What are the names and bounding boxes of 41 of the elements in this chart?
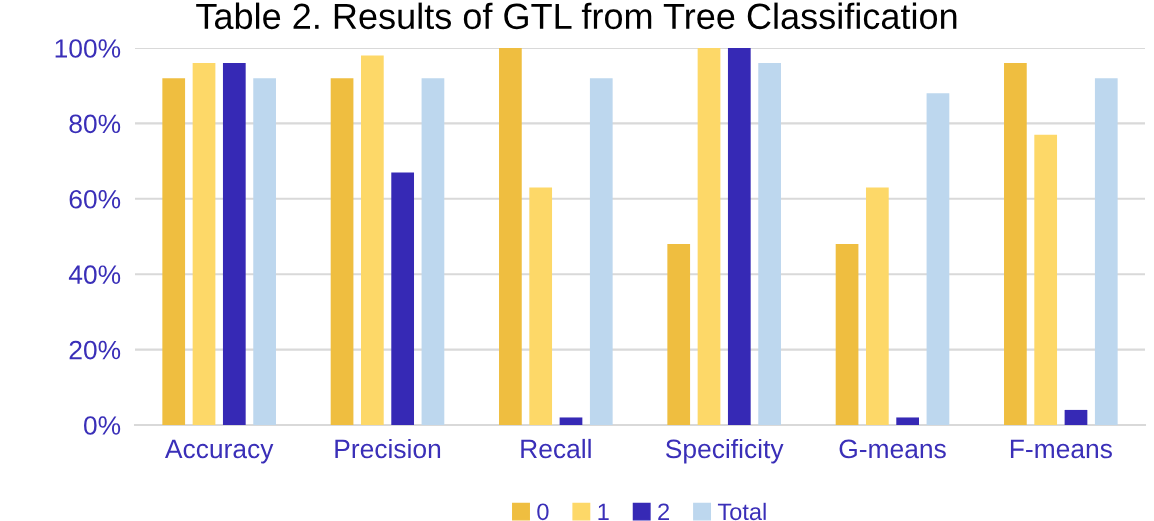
y-tick-label: 20% (69, 340, 121, 360)
bar (1004, 63, 1027, 425)
bar (865, 187, 889, 425)
bar (896, 417, 920, 425)
x-tick-label: F-means (1010, 439, 1112, 459)
bar (499, 48, 522, 425)
bar (758, 63, 781, 425)
x-tick-label: G-means (839, 439, 946, 459)
bar (421, 78, 445, 425)
y-tick-label: 60% (69, 189, 121, 209)
x-tick-label: Recall (521, 438, 591, 459)
x-tick-label: Accuracy (164, 439, 274, 464)
x-tick-label: Specificity (665, 438, 784, 464)
bar (391, 172, 415, 425)
bar (926, 93, 950, 425)
y-tick-label: 100% (55, 39, 121, 58)
bar (222, 63, 246, 425)
y-tick-label: 0% (84, 416, 121, 435)
bar (559, 417, 583, 425)
bar (1094, 78, 1118, 425)
bar (727, 48, 751, 425)
x-tick-label: Precision (335, 438, 441, 459)
bar (589, 78, 613, 425)
legend-label: Total (717, 502, 766, 521)
bar (1064, 409, 1088, 425)
bar (330, 78, 354, 425)
bar (162, 78, 186, 425)
bar (835, 244, 859, 425)
bar (192, 63, 216, 425)
y-tick-label: 40% (68, 265, 121, 285)
bar (1034, 134, 1058, 425)
bar (360, 55, 384, 425)
legend-label: 1 (598, 503, 609, 520)
bar (253, 78, 276, 425)
bar (697, 48, 721, 425)
bar (667, 244, 691, 425)
legend-label: 0 (537, 503, 549, 521)
chart-title: Table 2. Results of GTL from Tree Classification (196, 2, 957, 30)
legend-label: 2 (658, 503, 669, 520)
y-tick-label: 80% (69, 114, 121, 134)
bar (529, 187, 553, 425)
